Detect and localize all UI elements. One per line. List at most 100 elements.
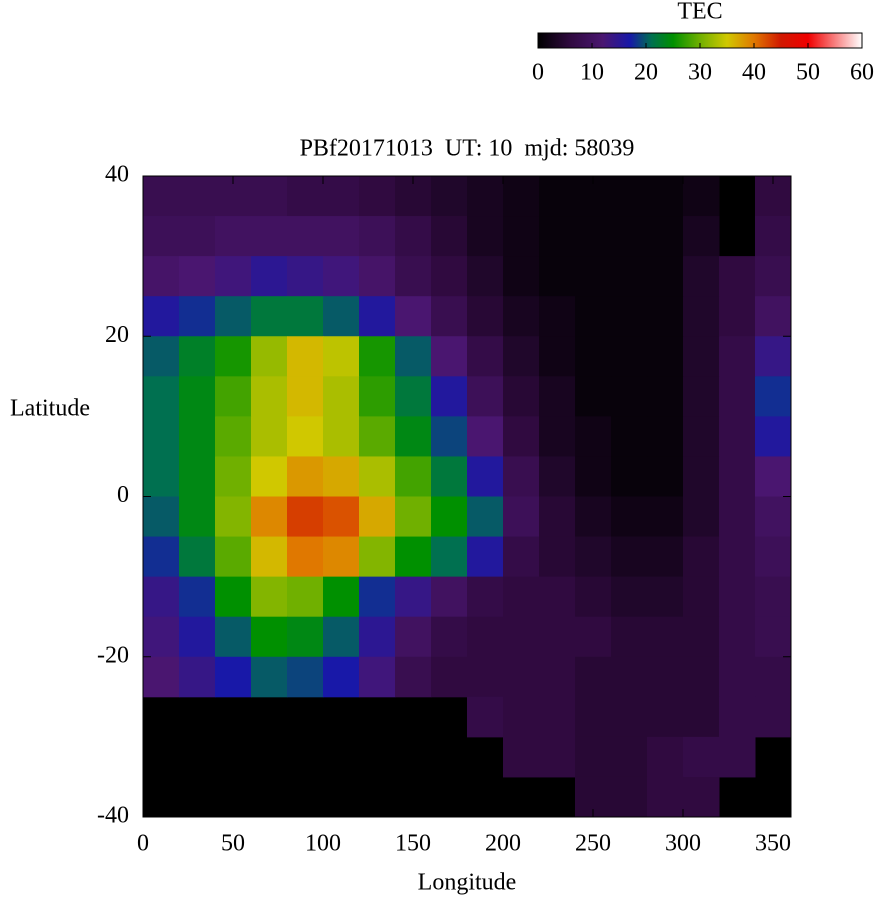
heatmap-cell <box>179 216 216 257</box>
heatmap-cell <box>143 616 180 658</box>
heatmap-cell <box>755 376 792 417</box>
heatmap-cell <box>611 616 648 658</box>
heatmap-cell <box>683 416 720 457</box>
heatmap-cell <box>287 496 324 538</box>
heatmap-cell <box>467 216 504 257</box>
x-tick-label: 50 <box>221 831 245 857</box>
heatmap-cell <box>539 176 576 217</box>
heatmap-cell <box>647 656 684 698</box>
heatmap-cell <box>719 616 756 658</box>
x-tick-label: 200 <box>485 831 521 857</box>
heatmap-cell <box>719 416 756 457</box>
heatmap-cell <box>503 496 540 538</box>
x-tick-label: 150 <box>395 831 431 857</box>
colorbar-title: TEC <box>677 0 722 25</box>
heatmap-cell <box>575 256 612 297</box>
heatmap-cell <box>287 456 324 497</box>
heatmap-cell <box>683 256 720 297</box>
heatmap-cell <box>179 656 216 698</box>
heatmap-cell <box>215 336 252 377</box>
heatmap-cell <box>755 416 792 457</box>
heatmap-cell <box>323 296 360 337</box>
heatmap-cell <box>467 456 504 497</box>
heatmap-cell <box>683 576 720 618</box>
x-tick-label: 0 <box>137 831 149 857</box>
heatmap-cell <box>611 656 648 698</box>
heatmap-cell <box>215 216 252 257</box>
heatmap-cell <box>611 576 648 618</box>
heatmap-cell <box>503 336 540 377</box>
x-tick-label: 350 <box>755 831 791 857</box>
heatmap-cell <box>359 376 396 417</box>
heatmap-cell <box>359 216 396 257</box>
heatmap-cell <box>143 416 180 457</box>
heatmap-cell <box>755 216 792 257</box>
heatmap-cell <box>683 296 720 337</box>
heatmap-cell <box>683 776 720 818</box>
heatmap-cell <box>467 256 504 297</box>
heatmap-cell <box>683 696 720 738</box>
x-tick-label: 250 <box>575 831 611 857</box>
heatmap-cell <box>431 656 468 698</box>
heatmap-cell <box>467 536 504 578</box>
heatmap-cell <box>719 696 756 738</box>
heatmap-cell <box>575 416 612 457</box>
heatmap-cell <box>683 336 720 377</box>
heatmap-cell <box>395 616 432 658</box>
heatmap-cell <box>647 216 684 257</box>
heatmap-cell <box>251 616 288 658</box>
y-tick-label: 40 <box>105 162 129 188</box>
heatmap-cell <box>179 336 216 377</box>
heatmap-cell <box>611 256 648 297</box>
heatmap-cell <box>215 376 252 417</box>
heatmap-cell <box>179 376 216 417</box>
heatmap-cell <box>503 256 540 297</box>
y-tick-label: -20 <box>97 642 129 668</box>
heatmap-cell <box>179 296 216 337</box>
heatmap-cell <box>143 296 180 337</box>
heatmap-cell <box>647 536 684 578</box>
heatmap-cell <box>539 656 576 698</box>
heatmap-cell <box>539 576 576 618</box>
heatmap-cell <box>575 576 612 618</box>
heatmap-cell <box>359 256 396 297</box>
heatmap-cell <box>395 656 432 698</box>
heatmap-cell <box>539 416 576 457</box>
chart-title: PBf20171013 UT: 10 mjd: 58039 <box>300 136 635 162</box>
heatmap-cell <box>611 376 648 417</box>
x-tick-label: 100 <box>305 831 341 857</box>
heatmap-cell <box>215 656 252 698</box>
heatmap-cell <box>467 416 504 457</box>
heatmap-cell <box>359 656 396 698</box>
heatmap-cell <box>323 536 360 578</box>
heatmap-cell <box>719 496 756 538</box>
heatmap-cell <box>539 296 576 337</box>
heatmap-cell <box>431 176 468 217</box>
heatmap-cell <box>431 616 468 658</box>
heatmap-cell <box>215 456 252 497</box>
heatmap-cell <box>719 576 756 618</box>
heatmap-cell <box>647 616 684 658</box>
heatmap-cell <box>611 736 648 778</box>
heatmap-cell <box>575 296 612 337</box>
heatmap-cell <box>143 256 180 297</box>
heatmap-cell <box>143 496 180 538</box>
heatmap-cell <box>323 456 360 497</box>
heatmap-cell <box>179 496 216 538</box>
colorbar-tick-label: 50 <box>796 60 820 86</box>
heatmap-cell <box>467 496 504 538</box>
heatmap-cell <box>323 416 360 457</box>
heatmap-cell <box>575 736 612 778</box>
heatmap-cell <box>251 456 288 497</box>
heatmap-cell <box>755 576 792 618</box>
heatmap-cell <box>359 496 396 538</box>
heatmap-cell <box>143 176 180 217</box>
heatmap-cell <box>395 576 432 618</box>
heatmap-cell <box>431 416 468 457</box>
heatmap-cell <box>467 296 504 337</box>
heatmap-cell <box>287 376 324 417</box>
heatmap-cell <box>431 376 468 417</box>
heatmap-cell <box>503 296 540 337</box>
heatmap-cell <box>467 336 504 377</box>
heatmap-cell <box>647 496 684 538</box>
